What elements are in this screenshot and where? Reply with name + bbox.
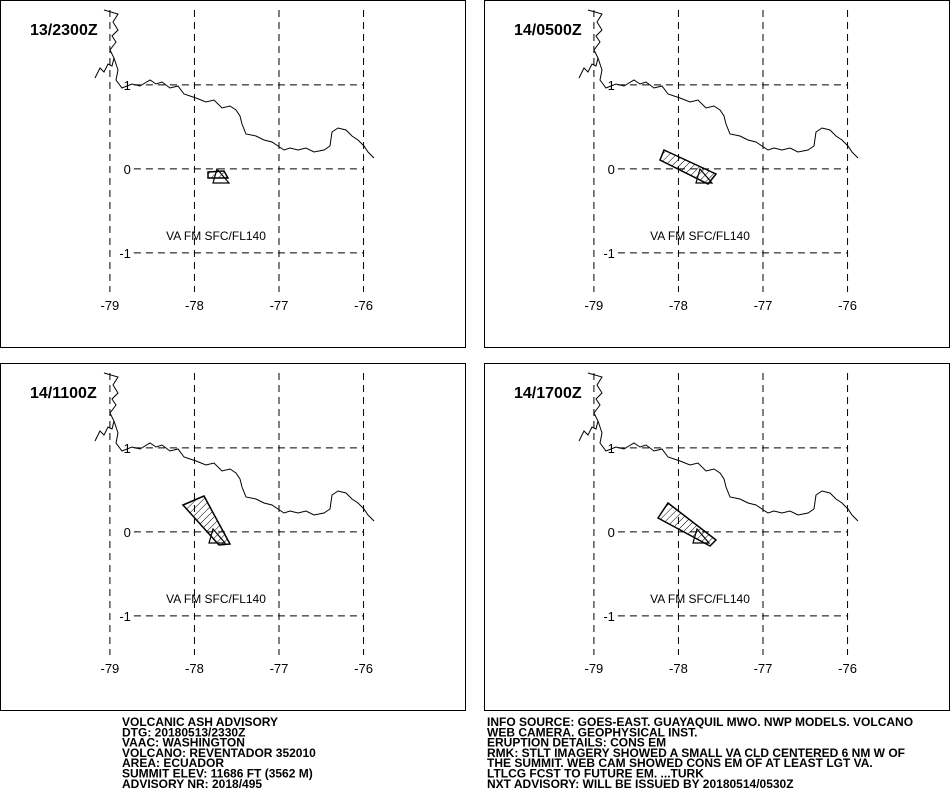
longitude-label: -76 <box>838 298 857 313</box>
panel-time: 13/2300Z <box>30 22 98 39</box>
coastline <box>94 9 375 159</box>
advisory-line: VOLCANIC ASH ADVISORY <box>122 715 278 729</box>
advisory-line: INFO SOURCE: GOES-EAST. GUAYAQUIL MWO. N… <box>487 715 913 729</box>
latitude-label: -1 <box>119 609 131 624</box>
latitude-label: 1 <box>608 78 615 93</box>
longitude-label: -78 <box>669 298 688 313</box>
longitude-label: -77 <box>754 661 773 676</box>
longitude-label: -79 <box>101 661 120 676</box>
latitude-label: 0 <box>124 162 131 177</box>
latitude-label: 1 <box>608 441 615 456</box>
coastline <box>578 372 859 522</box>
panel-frame <box>0 0 466 348</box>
longitude-label: -78 <box>669 661 688 676</box>
advisory-line: VOLCANO: REVENTADOR 352010 <box>122 746 316 760</box>
volcano-marker <box>208 527 227 544</box>
advisory-line: WEB CAMERA. GEOPHYSICAL INST. <box>487 725 697 739</box>
ash-level-label: VA FM SFC/FL140 <box>166 229 266 243</box>
latitude-label: -1 <box>119 246 131 261</box>
map-panel: -79 -78 -77 -76 1 0 -1 14/1700Z VA FM SFC/FL140 <box>484 363 950 711</box>
ash-level-label: VA FM SFC/FL140 <box>166 592 266 606</box>
advisory-line: SUMMIT ELEV: 11686 FT (3562 M) <box>122 767 313 781</box>
advisory-line: DTG: 20180513/2330Z <box>122 725 245 739</box>
latitude-label: 0 <box>608 525 615 540</box>
longitude-label: -79 <box>101 298 120 313</box>
longitude-label: -76 <box>354 298 373 313</box>
panel-frame <box>484 0 950 348</box>
latitude-label: 1 <box>124 441 131 456</box>
volcano-marker <box>695 167 714 184</box>
latitude-label: 0 <box>608 162 615 177</box>
longitude-label: -78 <box>185 661 204 676</box>
advisory-line: NXT ADVISORY: WILL BE ISSUED BY 20180514… <box>487 777 794 791</box>
panel-time: 14/0500Z <box>514 22 582 39</box>
advisory-line: RMK: STLT IMAGERY SHOWED A SMALL VA CLD … <box>487 746 905 760</box>
longitude-label: -77 <box>270 298 289 313</box>
panel-time: 14/1100Z <box>30 385 97 402</box>
longitude-label: -76 <box>838 661 857 676</box>
latitude-label: 0 <box>124 525 131 540</box>
longitude-label: -78 <box>185 298 204 313</box>
ash-level-label: VA FM SFC/FL140 <box>650 229 750 243</box>
advisory-line: THE SUMMIT. WEB CAM SHOWED CONS EM OF AT… <box>487 756 873 770</box>
advisory-line: ERUPTION DETAILS: CONS EM <box>487 736 666 750</box>
longitude-label: -77 <box>270 661 289 676</box>
latitude-label: -1 <box>603 609 615 624</box>
map-panel: -79 -78 -77 -76 1 0 -1 14/1100Z VA FM SFC/FL140 <box>0 363 466 711</box>
ash-cloud <box>181 495 232 546</box>
volcano-marker <box>212 167 231 184</box>
panel-time: 14/1700Z <box>514 385 582 402</box>
ash-cloud <box>659 148 718 185</box>
longitude-label: -79 <box>585 661 604 676</box>
ash-cloud <box>207 170 230 179</box>
advisory-line: AREA: ECUADOR <box>122 756 224 770</box>
longitude-label: -76 <box>354 661 373 676</box>
coastline <box>94 372 375 522</box>
advisory-line: LTLCG FCST TO FUTURE EM. ...TURK <box>487 767 704 781</box>
volcano-marker <box>692 527 711 544</box>
map-panel: -79 -78 -77 -76 1 0 -1 14/0500Z VA FM SFC/FL140 <box>484 0 950 348</box>
coastline <box>578 9 859 159</box>
latitude-label: 1 <box>124 78 131 93</box>
ash-cloud <box>656 501 718 547</box>
panel-frame <box>0 363 466 711</box>
latitude-label: -1 <box>603 246 615 261</box>
longitude-label: -79 <box>585 298 604 313</box>
longitude-label: -77 <box>754 298 773 313</box>
panel-frame <box>484 363 950 711</box>
advisory-line: VAAC: WASHINGTON <box>122 736 245 750</box>
map-panel: -79 -78 -77 -76 1 0 -1 13/2300Z VA FM SFC/FL140 <box>0 0 466 348</box>
advisory-line: ADVISORY NR: 2018/495 <box>122 777 262 791</box>
ash-level-label: VA FM SFC/FL140 <box>650 592 750 606</box>
